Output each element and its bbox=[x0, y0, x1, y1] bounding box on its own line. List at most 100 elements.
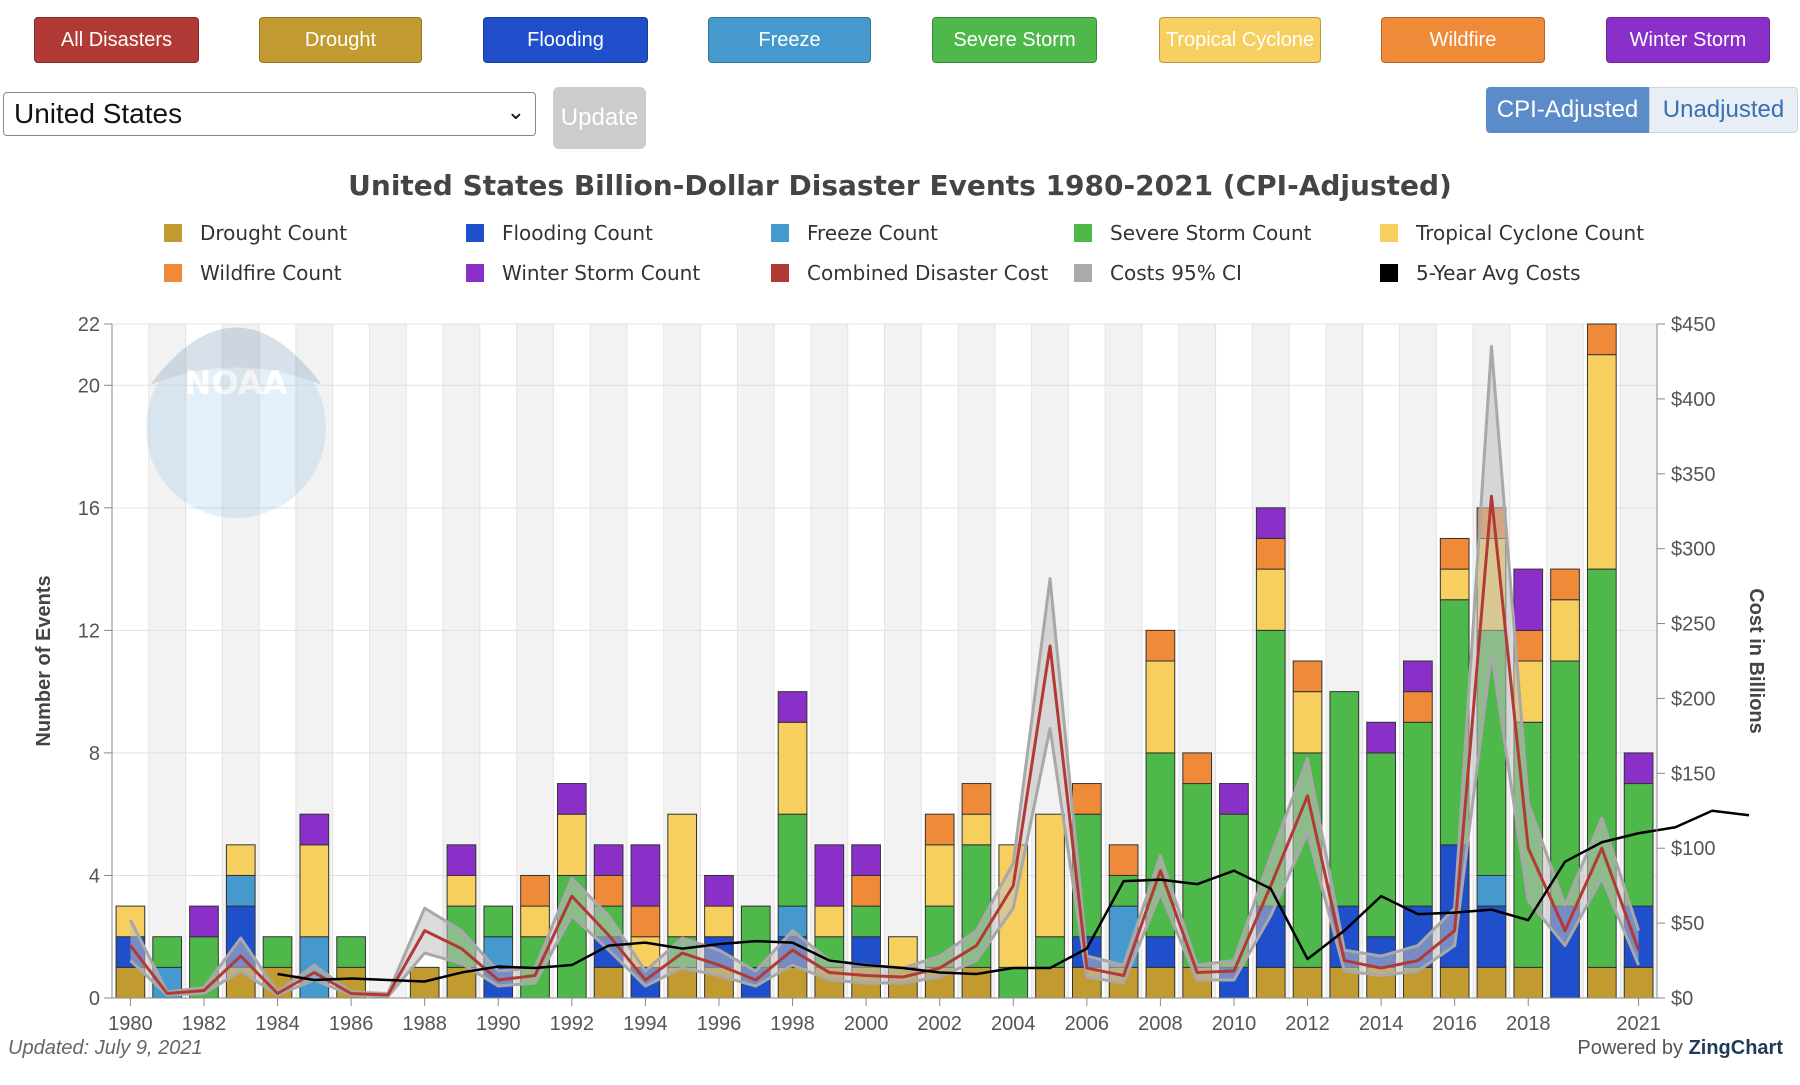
bar-tropical-cyclone-count-2012 bbox=[1292, 691, 1323, 754]
bar-severe-storm-count-1998 bbox=[777, 813, 808, 907]
filter-button-freeze[interactable]: Freeze bbox=[708, 17, 871, 63]
legend-swatch-costs-95-ci bbox=[1074, 264, 1092, 282]
unadjusted-toggle[interactable]: Unadjusted bbox=[1649, 87, 1798, 133]
cpi-adjusted-toggle[interactable]: CPI-Adjusted bbox=[1486, 87, 1649, 133]
five-year-avg-costs-line bbox=[277, 809, 1750, 983]
bar-severe-storm-count-2000 bbox=[851, 905, 881, 938]
bar-winter-storm-count-1999 bbox=[814, 844, 845, 907]
y2-tick-label: $100 bbox=[1671, 838, 1716, 860]
bar-winter-storm-count-1989 bbox=[446, 844, 477, 876]
bar-wildfire-count-2020 bbox=[1586, 323, 1617, 356]
bar-tropical-cyclone-count-2005 bbox=[1035, 813, 1065, 938]
y2-tick-label: $200 bbox=[1671, 688, 1716, 710]
bar-winter-storm-count-1982 bbox=[189, 905, 219, 938]
bar-flooding-count-2017 bbox=[1476, 905, 1507, 968]
bar-tropical-cyclone-count-1989 bbox=[446, 874, 477, 907]
bar-tropical-cyclone-count-1992 bbox=[556, 813, 587, 876]
y-tick-label: 0 bbox=[89, 988, 100, 1010]
filter-button-severe-storm[interactable]: Severe Storm bbox=[932, 17, 1097, 63]
bar-drought-count-2017 bbox=[1476, 966, 1507, 999]
x-tick-label: 2004 bbox=[991, 1013, 1036, 1030]
legend-swatch-wildfire-count bbox=[164, 264, 182, 282]
bar-severe-storm-count-1990 bbox=[483, 905, 514, 938]
x-tick-label: 2002 bbox=[917, 1013, 962, 1030]
bar-tropical-cyclone-count-2016 bbox=[1439, 568, 1470, 601]
bar-wildfire-count-2009 bbox=[1182, 752, 1213, 785]
y-tick-label: 16 bbox=[78, 498, 100, 520]
bar-severe-storm-count-1981 bbox=[152, 936, 183, 968]
x-tick-label: 1992 bbox=[550, 1013, 595, 1030]
y2-axis-title: Cost in Billions bbox=[1745, 588, 1767, 734]
bar-wildfire-count-2011 bbox=[1255, 537, 1286, 570]
legend-label-drought-count: Drought Count bbox=[200, 221, 347, 245]
bar-severe-storm-count-2014 bbox=[1366, 752, 1396, 938]
x-tick-label: 1996 bbox=[697, 1013, 742, 1030]
legend-label-freeze-count: Freeze Count bbox=[807, 221, 938, 245]
filter-button-tropical-cyclone[interactable]: Tropical Cyclone bbox=[1159, 17, 1321, 63]
bar-wildfire-count-2006 bbox=[1071, 783, 1102, 815]
bar-wildfire-count-1991 bbox=[520, 874, 550, 907]
x-tick-label: 2008 bbox=[1138, 1013, 1183, 1030]
bar-drought-count-2011 bbox=[1255, 966, 1286, 999]
grid-band bbox=[884, 324, 922, 998]
update-button[interactable]: Update bbox=[553, 87, 646, 149]
bar-freeze-count-2017 bbox=[1476, 874, 1507, 907]
x-tick-label: 2014 bbox=[1359, 1013, 1404, 1030]
bar-tropical-cyclone-count-2003 bbox=[961, 813, 992, 846]
powered-by[interactable]: Powered by ZingChart bbox=[1577, 1037, 1783, 1060]
bar-tropical-cyclone-count-2001 bbox=[888, 936, 918, 968]
bar-wildfire-count-2019 bbox=[1550, 568, 1580, 601]
grid-band bbox=[369, 324, 407, 998]
bar-drought-count-2016 bbox=[1439, 966, 1470, 999]
filter-button-drought[interactable]: Drought bbox=[259, 17, 422, 63]
y2-tick-label: $450 bbox=[1671, 314, 1716, 336]
disaster-filter-bar: All Disasters Drought Flooding Freeze Severe… bbox=[0, 17, 1800, 65]
y2-tick-label: $300 bbox=[1671, 539, 1716, 561]
bar-winter-storm-count-2011 bbox=[1255, 507, 1286, 539]
legend-label-wildfire-count: Wildfire Count bbox=[200, 261, 342, 285]
bar-tropical-cyclone-count-2008 bbox=[1145, 660, 1176, 754]
bar-freeze-count-1983 bbox=[225, 874, 256, 907]
filter-button-wildfire[interactable]: Wildfire bbox=[1381, 17, 1545, 63]
filter-button-winter-storm[interactable]: Winter Storm bbox=[1606, 17, 1770, 63]
bar-severe-storm-count-1986 bbox=[336, 936, 366, 968]
bar-tropical-cyclone-count-1991 bbox=[520, 905, 550, 938]
bar-wildfire-count-2000 bbox=[851, 874, 881, 907]
bar-flooding-count-2000 bbox=[851, 936, 881, 968]
noaa-logo-bird bbox=[150, 327, 322, 385]
y-tick-label: 4 bbox=[89, 865, 100, 887]
bar-drought-count-1998 bbox=[777, 966, 808, 999]
y2-tick-label: $400 bbox=[1671, 389, 1716, 411]
x-tick-label: 2018 bbox=[1506, 1013, 1551, 1030]
y-tick-label: 20 bbox=[78, 375, 100, 397]
region-select[interactable]: United States ⌄ bbox=[3, 92, 536, 136]
x-tick-label: 2006 bbox=[1065, 1013, 1110, 1030]
y2-tick-label: $150 bbox=[1671, 763, 1716, 785]
zingchart-brand: ZingChart bbox=[1688, 1037, 1783, 1059]
bar-drought-count-2008 bbox=[1145, 966, 1176, 999]
legend-swatch-winter-storm-count bbox=[466, 264, 484, 282]
x-tick-label: 2016 bbox=[1432, 1013, 1477, 1030]
x-tick-label: 1984 bbox=[255, 1013, 300, 1030]
bar-tropical-cyclone-count-1996 bbox=[704, 905, 734, 938]
bar-winter-storm-count-2018 bbox=[1513, 568, 1544, 631]
legend-swatch-5-year-avg-costs bbox=[1380, 264, 1398, 282]
bar-drought-count-2018 bbox=[1513, 966, 1544, 999]
legend-swatch-severe-storm-count bbox=[1074, 224, 1092, 242]
bar-winter-storm-count-2000 bbox=[851, 844, 881, 876]
updated-date: Updated: July 9, 2021 bbox=[8, 1037, 203, 1059]
filter-button-all-disasters[interactable]: All Disasters bbox=[34, 17, 199, 63]
legend-label-costs-95-ci: Costs 95% CI bbox=[1110, 261, 1242, 285]
y2-tick-label: $0 bbox=[1671, 988, 1693, 1010]
legend-swatch-flooding-count bbox=[466, 224, 484, 242]
bar-winter-storm-count-2010 bbox=[1219, 783, 1249, 815]
bar-wildfire-count-2002 bbox=[924, 813, 955, 846]
filter-button-flooding[interactable]: Flooding bbox=[483, 17, 648, 63]
x-tick-label: 2012 bbox=[1285, 1013, 1330, 1030]
bar-tropical-cyclone-count-1998 bbox=[777, 721, 808, 815]
x-tick-label: 2000 bbox=[844, 1013, 889, 1030]
chevron-down-icon: ⌄ bbox=[506, 99, 525, 124]
bar-tropical-cyclone-count-1983 bbox=[225, 844, 256, 876]
legend-label-severe-storm-count: Severe Storm Count bbox=[1110, 221, 1312, 245]
bar-drought-count-2020 bbox=[1586, 966, 1617, 999]
